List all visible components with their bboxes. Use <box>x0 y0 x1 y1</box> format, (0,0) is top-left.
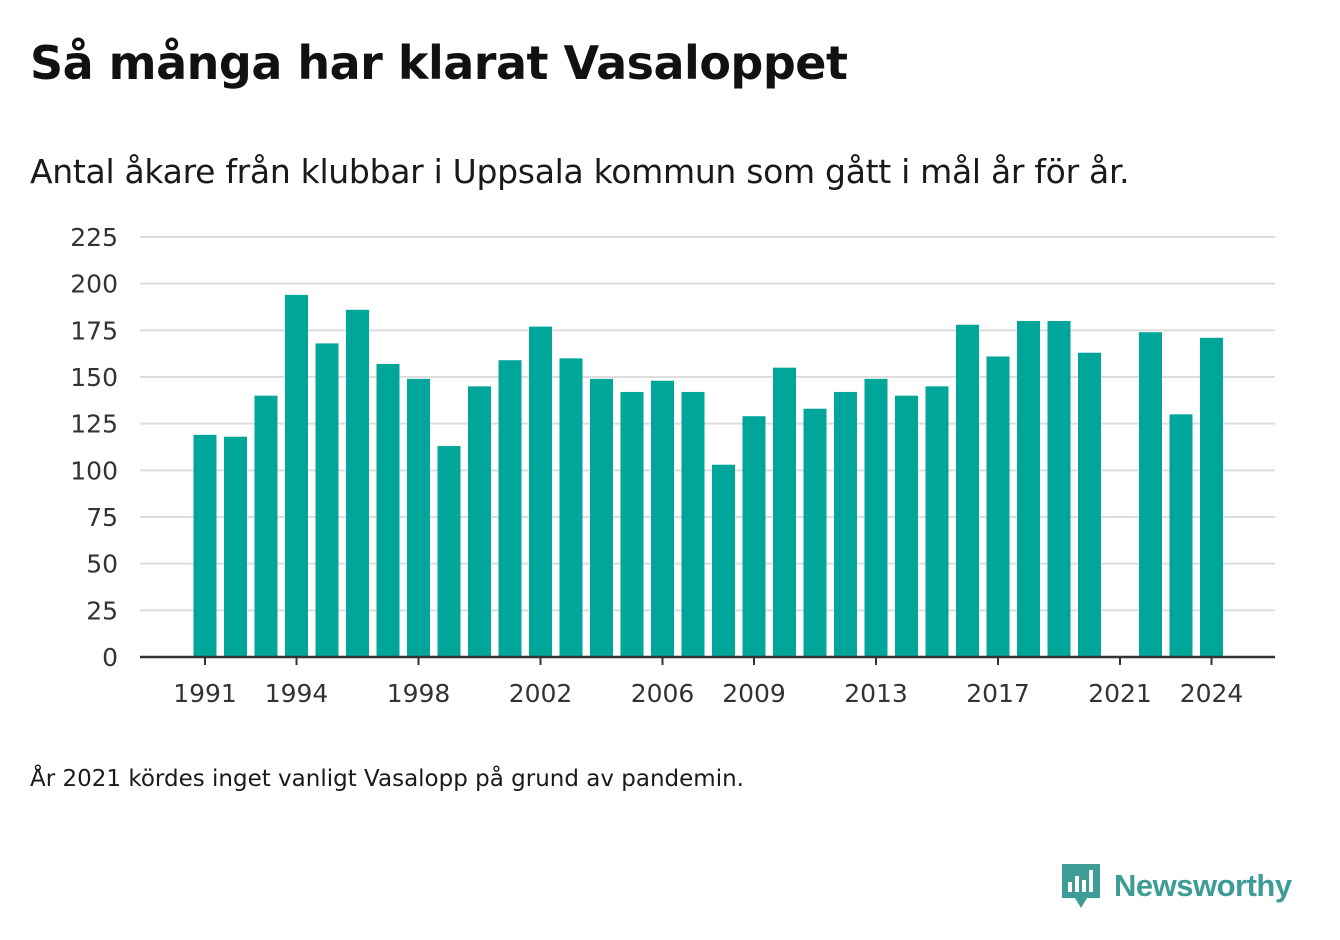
bar-2014 <box>895 395 918 657</box>
bar-2001 <box>498 360 522 657</box>
x-tick-label: 2009 <box>722 679 786 708</box>
y-tick-label: 25 <box>86 596 118 625</box>
newsworthy-logo-icon <box>1062 864 1100 908</box>
bar-1993 <box>254 395 278 657</box>
bar-2012 <box>834 391 857 657</box>
x-tick-label: 1994 <box>265 679 329 708</box>
bar-2022 <box>1139 332 1162 657</box>
y-tick-label: 0 <box>102 643 118 672</box>
bar-2020 <box>1078 352 1101 657</box>
x-tick-label: 1998 <box>387 679 451 708</box>
grid-lines <box>140 236 1275 612</box>
bar-2006 <box>651 380 674 657</box>
chart-subtitle: Antal åkare från klubbar i Uppsala kommu… <box>30 152 1130 191</box>
y-tick-label: 150 <box>70 363 118 392</box>
bar-1994 <box>285 294 308 657</box>
y-tick-labels: 0 25 50 75 100 125 150 175 200 225 <box>70 223 118 672</box>
x-tick-labels: 1991 1994 1998 2002 2006 2009 2013 2017 2021 2024 <box>173 679 1243 708</box>
bar-2007 <box>681 391 705 657</box>
x-tick-label: 1991 <box>173 679 237 708</box>
x-tick-label: 2002 <box>509 679 573 708</box>
bar-2018 <box>1017 321 1040 657</box>
x-tick-label: 2013 <box>844 679 908 708</box>
bar-1995 <box>315 343 339 657</box>
brand-name: Newsworthy <box>1114 868 1292 903</box>
bar-1996 <box>346 309 369 657</box>
footnote: År 2021 kördes inget vanligt Vasalopp på… <box>30 766 744 792</box>
x-tick-label: 2021 <box>1088 679 1152 708</box>
bar-2017 <box>986 356 1010 657</box>
bar-2024 <box>1200 337 1223 657</box>
chart-title: Så många har klarat Vasaloppet <box>30 36 848 90</box>
bar-2004 <box>590 378 613 657</box>
y-tick-label: 200 <box>70 270 118 299</box>
y-tick-label: 175 <box>70 316 118 345</box>
y-tick-label: 75 <box>86 503 118 532</box>
bar-2010 <box>773 367 796 657</box>
bar-1997 <box>376 363 400 657</box>
bar-2019 <box>1047 321 1071 657</box>
bar-2011 <box>803 408 827 657</box>
bar-2008 <box>712 464 735 657</box>
bar-1999 <box>437 446 461 657</box>
bar-2016 <box>956 324 979 657</box>
bar-1998 <box>407 378 430 657</box>
bar-2005 <box>620 391 644 657</box>
bar-2003 <box>559 358 583 657</box>
brand-logo: Newsworthy <box>1060 860 1292 912</box>
x-tick-label: 2017 <box>966 679 1030 708</box>
x-tick-label: 2006 <box>631 679 695 708</box>
bar-2009 <box>742 416 766 657</box>
y-tick-label: 225 <box>70 223 118 252</box>
y-tick-label: 50 <box>86 550 118 579</box>
axes <box>140 655 1275 665</box>
bar-2023 <box>1169 414 1193 657</box>
x-tick-label: 2024 <box>1180 679 1244 708</box>
bar-2002 <box>529 326 552 657</box>
bar-1991 <box>193 434 217 657</box>
bar-2000 <box>468 386 491 657</box>
bar-1992 <box>224 436 247 657</box>
y-tick-label: 125 <box>70 410 118 439</box>
bars <box>193 294 1223 657</box>
bar-2013 <box>864 378 888 657</box>
bar-2015 <box>925 386 949 657</box>
y-tick-label: 100 <box>70 456 118 485</box>
